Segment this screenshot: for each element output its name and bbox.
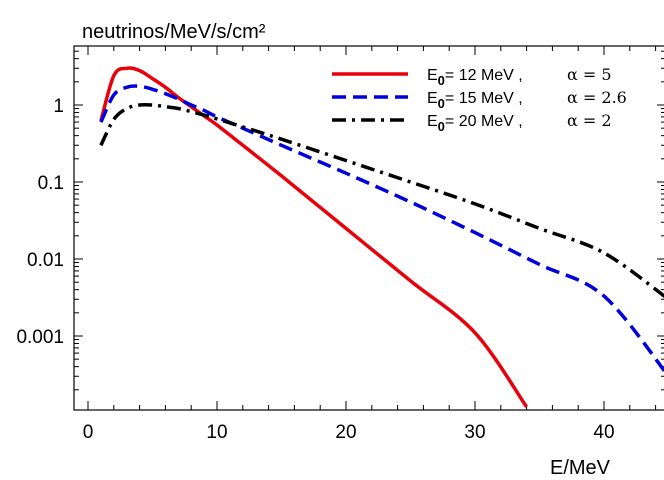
x-axis-title: E/MeV bbox=[550, 457, 611, 479]
legend-alpha-1: α = 5 bbox=[567, 65, 612, 84]
y-tick-label: 0.01 bbox=[27, 250, 64, 271]
series-line-3 bbox=[99, 102, 664, 299]
axis-tick-labels: 0 10 20 30 40 1 0.1 0.01 0.001 bbox=[16, 96, 614, 443]
y-tick-label: 0.1 bbox=[38, 173, 64, 194]
x-tick-label: 30 bbox=[464, 422, 485, 443]
legend-label-3: E0= 20 MeV , bbox=[427, 113, 523, 134]
y-tick-label: 0.001 bbox=[16, 327, 64, 348]
series-layer bbox=[99, 66, 664, 408]
legend: E0= 12 MeV , α = 5 E0= 15 MeV , α = 2.6 E0= … bbox=[332, 65, 627, 134]
x-tick-label: 0 bbox=[83, 422, 94, 443]
legend-alpha-2: α = 2.6 bbox=[567, 88, 627, 107]
x-tick-label: 40 bbox=[593, 422, 614, 443]
legend-label-2: E0= 15 MeV , bbox=[427, 90, 523, 111]
legend-alpha-3: α = 2 bbox=[567, 111, 612, 130]
y-axis-title: neutrinos/MeV/s/cm² bbox=[82, 21, 266, 43]
y-tick-label: 1 bbox=[53, 96, 64, 117]
x-tick-label: 10 bbox=[206, 422, 227, 443]
plot-frame bbox=[73, 45, 664, 411]
legend-label-1: E0= 12 MeV , bbox=[427, 67, 523, 88]
x-tick-label: 20 bbox=[335, 422, 356, 443]
